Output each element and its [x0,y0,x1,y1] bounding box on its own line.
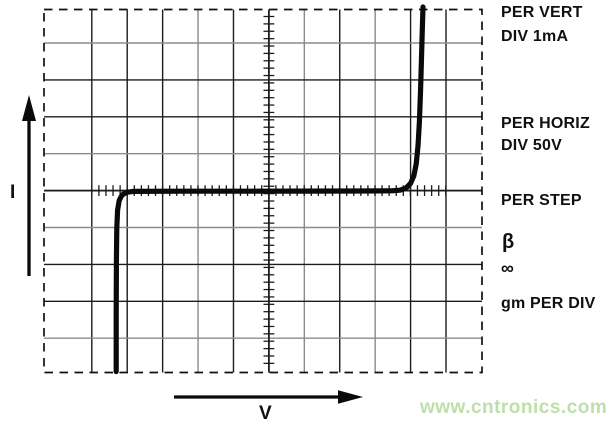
readout-gm-label: gm PER DIV [501,295,596,312]
watermark-text: www.cntronics.com [420,397,608,418]
y-axis-label: I [10,182,16,203]
readout-per-vert-label: PER VERT [501,4,583,21]
readout-per-horiz-value: DIV 50V [501,137,562,154]
readout-per-horiz-label: PER HORIZ [501,115,590,132]
i-axis-arrow-head [22,95,36,121]
x-axis-label: V [259,403,272,424]
readout-beta-symbol: β [502,231,515,253]
readout-per-vert-value: DIV 1mA [501,28,569,45]
readout-per-step-label: PER STEP [501,192,582,209]
readout-beta-value-infinity: ∞ [501,258,515,278]
v-axis-arrow-head [338,390,363,404]
iv-curve [113,4,426,375]
